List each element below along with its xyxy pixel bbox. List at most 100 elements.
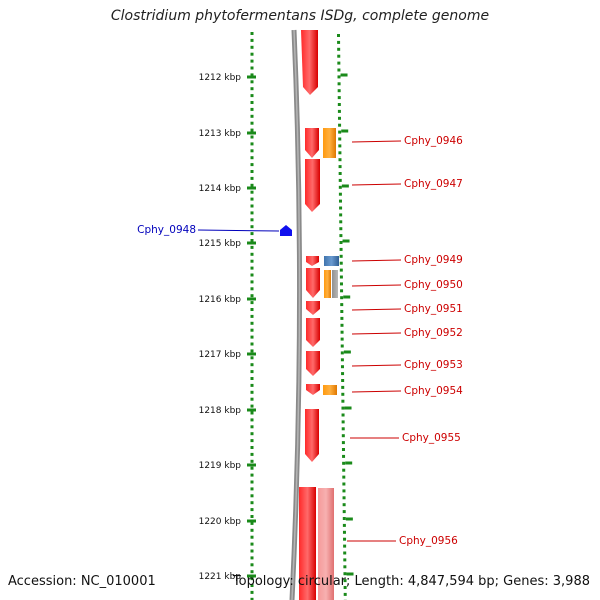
scale-dot — [340, 310, 344, 313]
scale-dot — [250, 446, 254, 449]
cds-arrow-cphy-0948[interactable] — [280, 225, 292, 236]
cds-arrow-cphy-0949[interactable] — [306, 256, 319, 266]
scale-dot — [340, 296, 344, 300]
orange-feature-0954[interactable] — [323, 385, 337, 395]
gene-label-lines — [197, 140, 402, 542]
cds-arrow-cphy-0950[interactable] — [306, 268, 320, 298]
scale-dot — [250, 439, 254, 443]
scale-dot — [341, 379, 345, 382]
scale-dot — [339, 268, 343, 272]
scale-dot — [343, 558, 347, 562]
cds-arrow-cphy-0946[interactable] — [305, 128, 319, 158]
scale-label: 1213 kbp — [199, 129, 242, 139]
cds-arrow[interactable] — [301, 30, 318, 95]
cds-block-cphy-0956[interactable] — [299, 487, 316, 600]
cds-arrow-cphy-0955[interactable] — [305, 409, 319, 462]
gene-label[interactable]: Cphy_0948 — [137, 224, 196, 236]
gene-labels: Cphy_0946 Cphy_0947 Cphy_0948 Cphy_0949 Cphy… — [137, 135, 463, 547]
gene-label[interactable]: Cphy_0955 — [402, 432, 461, 444]
scale-dot — [339, 254, 343, 258]
scale-label: 1221 kbp — [199, 572, 242, 582]
gene-label[interactable]: Cphy_0951 — [404, 303, 463, 315]
major-tick — [247, 574, 256, 578]
label-leader — [351, 259, 402, 262]
scale-dot — [343, 572, 347, 576]
scale-dot — [342, 454, 346, 458]
major-tick — [342, 239, 350, 243]
gray-feature-0950[interactable] — [332, 270, 338, 298]
scale-label: 1218 kbp — [199, 406, 242, 416]
gene-label[interactable]: Cphy_0953 — [404, 359, 463, 371]
scale-dot — [339, 234, 343, 238]
blue-feature-0949[interactable] — [324, 256, 339, 266]
scale-dot — [343, 592, 347, 596]
scale-dot — [340, 344, 344, 348]
scale-dot — [340, 365, 344, 369]
label-leader — [351, 140, 402, 143]
scale-dot — [250, 556, 254, 560]
scale-label: 1219 kbp — [199, 461, 242, 471]
gene-label[interactable]: Cphy_0949 — [404, 254, 463, 266]
scale-dot — [338, 144, 342, 148]
orange-feature-0950[interactable] — [324, 270, 331, 298]
scale-dot — [250, 521, 254, 525]
scale-dot — [250, 170, 254, 173]
scale-dot — [341, 434, 345, 438]
orange-feature-0946[interactable] — [323, 128, 336, 158]
major-tick — [341, 129, 349, 133]
scale-dot — [250, 156, 254, 160]
scale-label: 1215 kbp — [199, 239, 242, 249]
scale-dot — [338, 137, 342, 141]
scale-dot — [250, 197, 254, 201]
scale-dot — [250, 232, 254, 236]
scale-dot — [342, 510, 346, 514]
gene-label[interactable]: Cphy_0950 — [404, 279, 463, 291]
scale-dot — [250, 508, 254, 512]
scale-dot — [250, 142, 254, 146]
scale-labels: 1212 kbp 1213 kbp 1214 kbp 1215 kbp 1216 kbp… — [199, 73, 256, 582]
scale-dot — [342, 517, 346, 520]
cds-arrow-cphy-0952[interactable] — [306, 318, 320, 347]
gene-features — [280, 30, 339, 600]
gene-label[interactable]: Cphy_0954 — [404, 385, 463, 397]
scale-dot — [342, 530, 346, 534]
gene-label[interactable]: Cphy_0956 — [399, 535, 458, 547]
gene-label[interactable]: Cphy_0947 — [404, 178, 463, 190]
scale-dot — [337, 61, 341, 65]
gene-label[interactable]: Cphy_0952 — [404, 327, 463, 339]
scale-dot — [338, 192, 342, 196]
scale-dot — [250, 107, 254, 111]
scale-dot — [343, 544, 347, 548]
scale-dot — [250, 383, 254, 387]
scale-dot — [337, 54, 341, 58]
scale-dot — [340, 303, 344, 307]
scale-ticks-left — [250, 32, 254, 600]
cds-arrow-cphy-0954[interactable] — [306, 384, 320, 395]
cds-arrow-cphy-0947[interactable] — [305, 159, 320, 212]
scale-dot — [250, 225, 254, 229]
scale-dot — [337, 96, 341, 100]
scale-dot — [337, 47, 341, 51]
scale-dot — [250, 149, 254, 153]
scale-dot — [250, 335, 254, 339]
scale-dot — [250, 535, 254, 539]
scale-dot — [338, 158, 342, 162]
major-tick — [343, 295, 351, 299]
scale-dot — [250, 515, 254, 518]
scale-dot — [250, 584, 254, 587]
scale-dot — [250, 487, 254, 491]
major-tick — [247, 241, 256, 245]
cds-arrow-cphy-0953[interactable] — [306, 351, 320, 376]
scale-dot — [337, 40, 341, 44]
scale-dot — [250, 494, 254, 498]
scale-dot — [250, 473, 254, 477]
scale-dot — [342, 475, 346, 479]
cds-arrow-cphy-0951[interactable] — [306, 301, 320, 315]
light-feature-0956[interactable] — [318, 488, 334, 600]
scale-dot — [250, 114, 254, 118]
accession-text: Accession: NC_010001 — [8, 574, 156, 589]
gene-label[interactable]: Cphy_0946 — [404, 135, 463, 147]
scale-dot — [250, 273, 254, 277]
scale-dot — [250, 549, 254, 553]
